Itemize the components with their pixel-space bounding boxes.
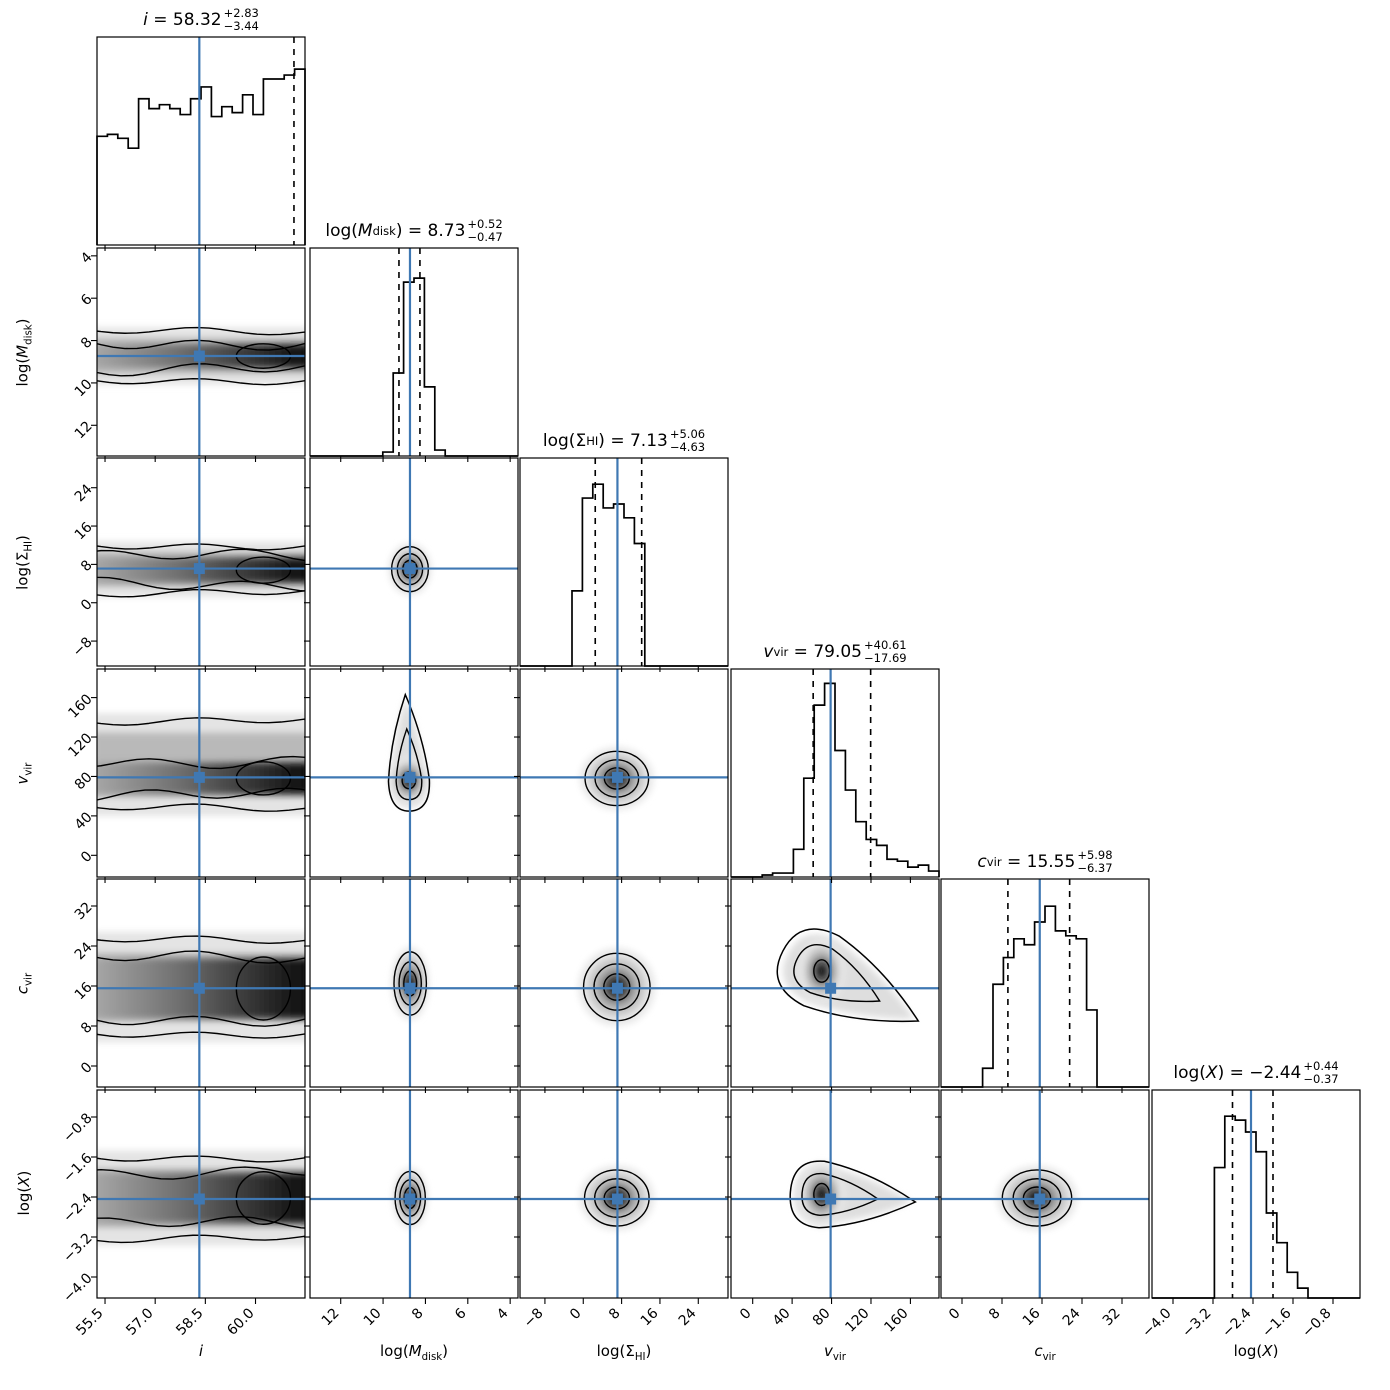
- panel-2d-log_X-vs-c_vir: [935, 1089, 1150, 1304]
- panel-hist-log_X: [1151, 1089, 1361, 1304]
- panel-2d-c_vir-vs-log_Mdisk: [304, 878, 519, 1093]
- histogram-line: [96, 68, 306, 245]
- truth-marker: [825, 1193, 837, 1205]
- truth-marker: [193, 771, 205, 783]
- truth-marker: [404, 982, 416, 994]
- truth-marker: [825, 982, 837, 994]
- panel-2d-log_X-vs-log_Mdisk: [304, 1089, 519, 1304]
- panel-2d-c_vir-vs-log_SigmaHI: [514, 878, 729, 1093]
- panel-2d-log_SigmaHI-vs-i: [91, 457, 306, 672]
- panel-2d-log_Mdisk-vs-i: [91, 247, 306, 462]
- histogram-line: [731, 682, 940, 878]
- histogram-line: [941, 905, 1149, 1088]
- truth-marker: [611, 771, 623, 783]
- truth-marker: [404, 1193, 416, 1205]
- panel-2d-log_X-vs-i: [91, 1089, 306, 1304]
- panel-hist-log_SigmaHI: [519, 457, 729, 672]
- truth-marker: [404, 771, 416, 783]
- truth-marker: [611, 1193, 623, 1205]
- truth-marker: [193, 1193, 205, 1205]
- truth-marker: [404, 563, 416, 575]
- truth-marker: [193, 350, 205, 362]
- panel-2d-v_vir-vs-log_SigmaHI: [514, 668, 729, 883]
- panel-2d-v_vir-vs-log_Mdisk: [304, 668, 519, 883]
- panel-2d-c_vir-vs-i: [91, 878, 306, 1093]
- panel-hist-i: [96, 36, 306, 251]
- panel-2d-log_X-vs-v_vir: [725, 1089, 940, 1304]
- panel-2d-v_vir-vs-i: [91, 668, 306, 883]
- panel-2d-log_X-vs-log_SigmaHI: [514, 1089, 729, 1304]
- panel-hist-log_Mdisk: [309, 247, 519, 462]
- truth-marker: [611, 982, 623, 994]
- truth-marker: [1034, 1193, 1046, 1205]
- panel-hist-v_vir: [730, 668, 940, 883]
- panel-hist-c_vir: [940, 878, 1150, 1093]
- histogram-line: [520, 483, 728, 667]
- truth-marker: [193, 563, 205, 575]
- histogram-line: [310, 277, 518, 457]
- truth-marker: [193, 982, 205, 994]
- panel-2d-log_SigmaHI-vs-log_Mdisk: [304, 457, 519, 672]
- histogram-line: [1152, 1115, 1360, 1299]
- panel-2d-c_vir-vs-v_vir: [725, 878, 940, 1093]
